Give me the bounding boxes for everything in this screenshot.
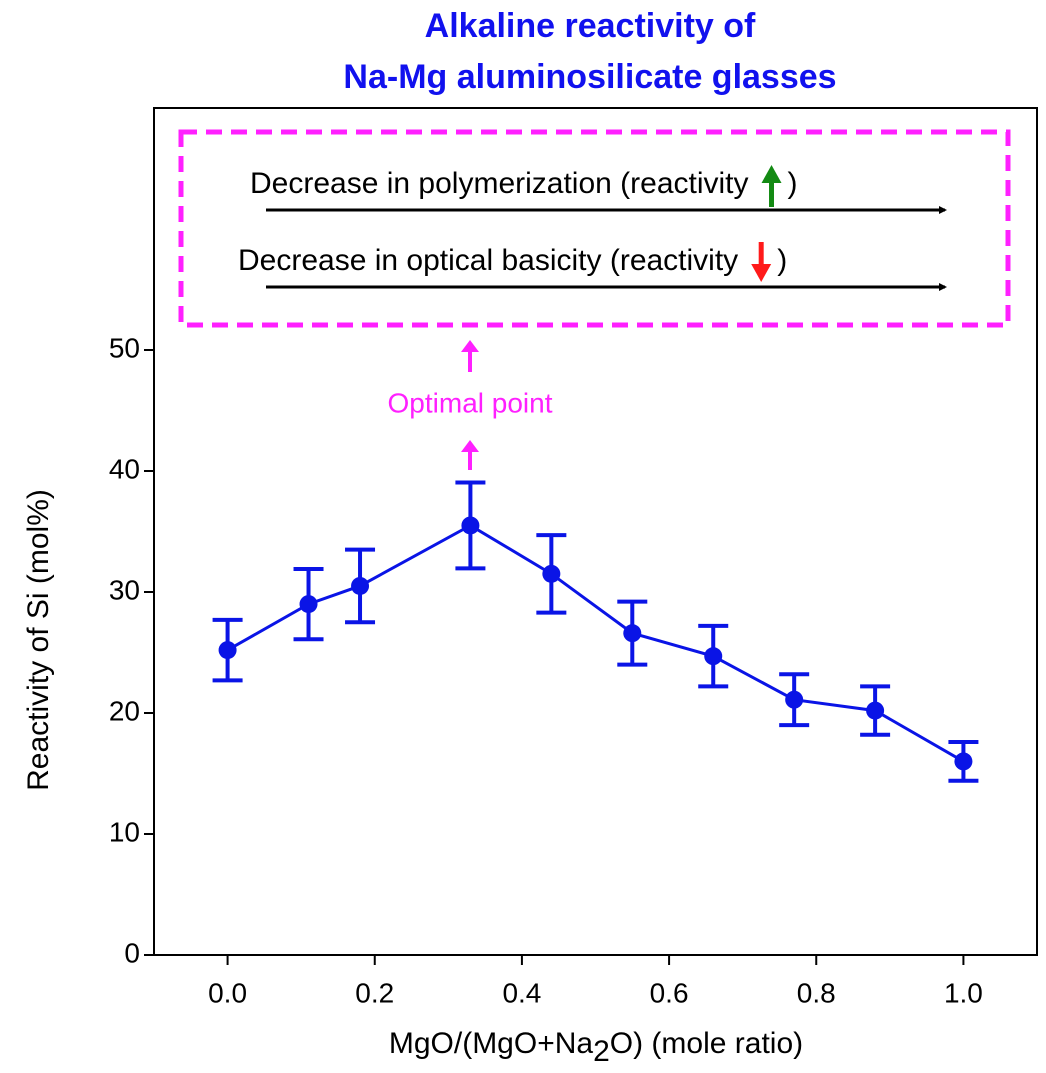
y-tick-label: 50 bbox=[109, 332, 140, 363]
trend-arrow-head bbox=[761, 165, 782, 183]
optimal-arrow-head bbox=[461, 440, 479, 452]
y-tick-label: 0 bbox=[124, 937, 140, 968]
data-point bbox=[954, 752, 973, 771]
x-axis-label: MgO/(MgO+Na2O) (mole ratio) bbox=[389, 1027, 803, 1068]
y-tick-label: 10 bbox=[109, 816, 140, 847]
y-axis-label: Reactivity of Si (mol%) bbox=[22, 489, 55, 791]
x-label-subscript: 2 bbox=[593, 1035, 610, 1068]
data-point bbox=[351, 576, 370, 595]
x-tick-label: 0.0 bbox=[208, 977, 247, 1008]
annotation-box bbox=[178, 129, 1011, 328]
x-tick-label: 0.4 bbox=[502, 977, 541, 1008]
x-tick-label: 0.6 bbox=[650, 977, 689, 1008]
trend-arrow-head bbox=[751, 264, 772, 282]
x-tick-label: 1.0 bbox=[944, 977, 983, 1008]
data-point bbox=[218, 641, 237, 660]
y-tick-label: 30 bbox=[109, 574, 140, 605]
data-point bbox=[704, 647, 723, 666]
x-tick-label: 0.2 bbox=[355, 977, 394, 1008]
data-point bbox=[785, 690, 804, 709]
x-tick-label: 0.8 bbox=[797, 977, 836, 1008]
data-point bbox=[461, 516, 480, 535]
annotation-text: Decrease in optical basicity (reactivity bbox=[238, 244, 738, 277]
x-label-part: MgO/(MgO+Na bbox=[389, 1027, 594, 1060]
plot-frame bbox=[153, 107, 1038, 956]
chart-title: Alkaline reactivity of bbox=[425, 7, 756, 45]
annotation-close: ) bbox=[777, 244, 787, 277]
optimal-label: Optimal point bbox=[388, 387, 553, 418]
annotation-text: Decrease in polymerization (reactivity bbox=[250, 167, 749, 200]
annotation-close: ) bbox=[788, 167, 798, 200]
series-line bbox=[226, 523, 965, 763]
chart-title: Na-Mg aluminosilicate glasses bbox=[343, 58, 836, 96]
x-label-part: O) (mole ratio) bbox=[610, 1027, 803, 1060]
y-tick-label: 20 bbox=[109, 695, 140, 726]
data-point bbox=[623, 624, 642, 643]
optimal-arrow-head bbox=[461, 340, 479, 352]
data-point bbox=[866, 701, 885, 720]
y-tick-label: 40 bbox=[109, 453, 140, 484]
data-point bbox=[542, 564, 561, 583]
data-point bbox=[299, 595, 318, 614]
